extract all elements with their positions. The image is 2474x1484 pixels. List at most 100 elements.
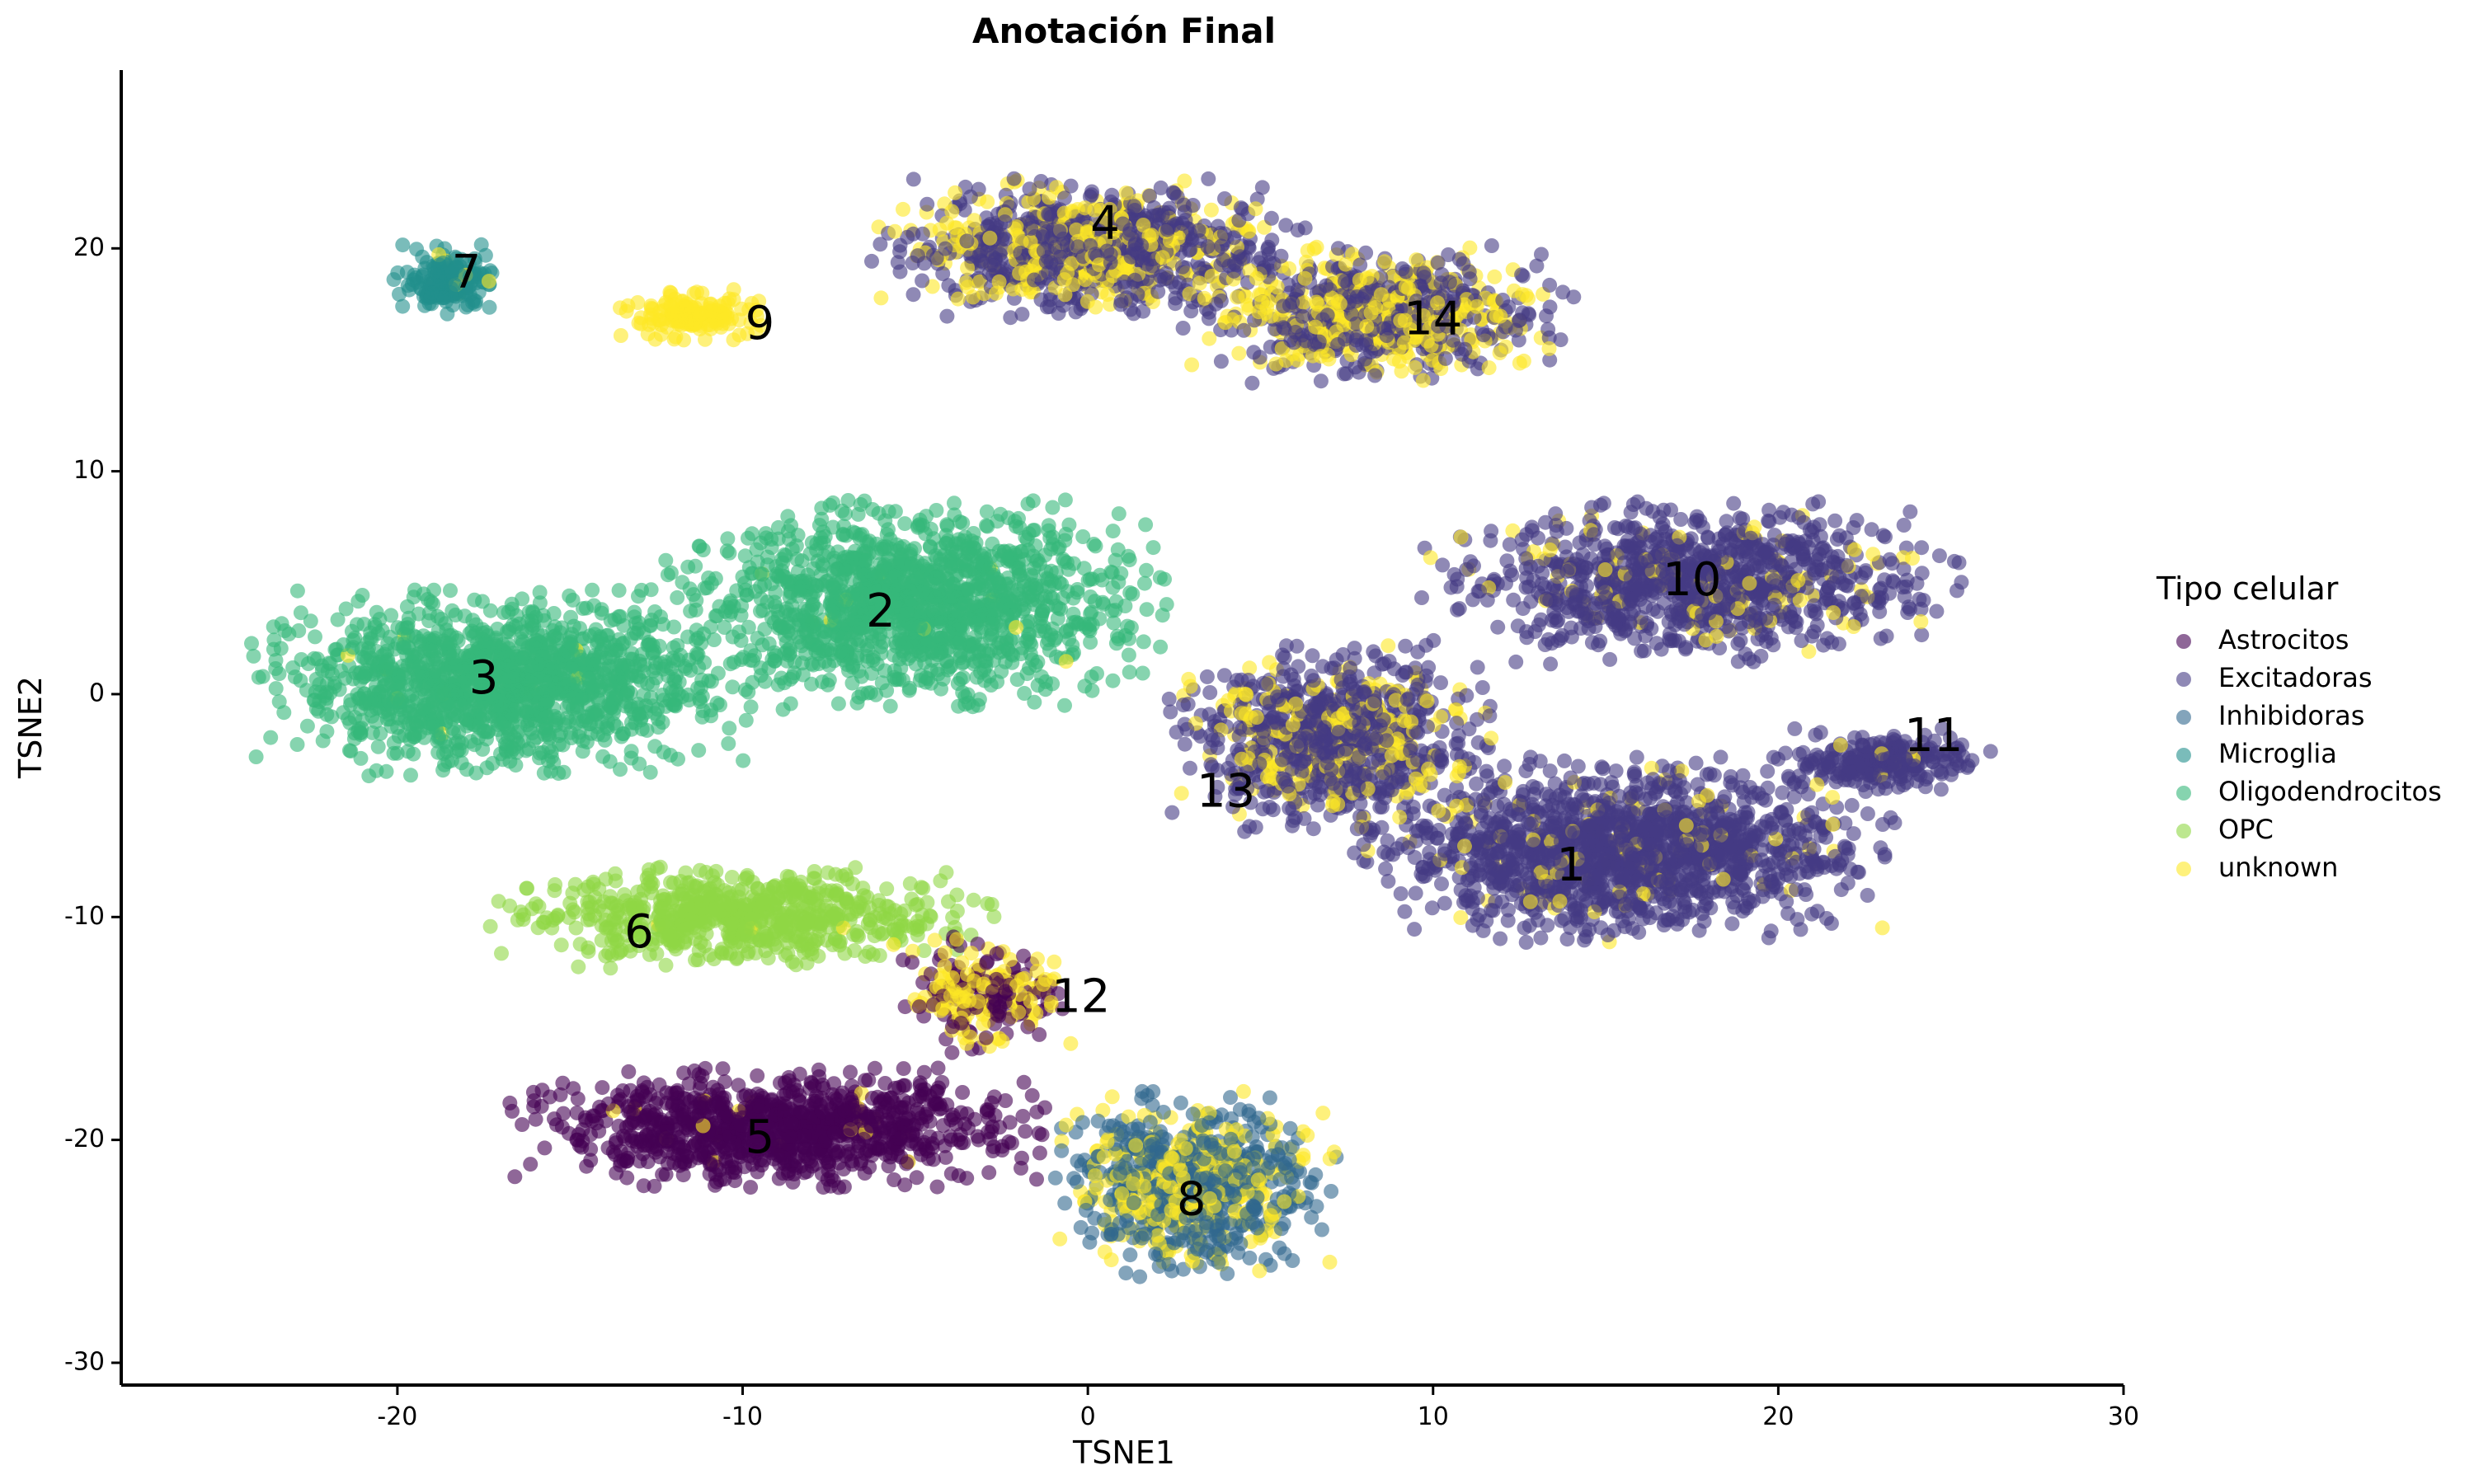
data-point (361, 768, 377, 784)
data-point (1520, 854, 1536, 870)
data-point (1713, 749, 1729, 765)
data-point (1434, 876, 1449, 892)
data-point (1063, 178, 1079, 194)
data-point (319, 707, 335, 722)
data-point (1602, 890, 1617, 906)
data-point (1086, 537, 1102, 552)
data-point (1732, 817, 1747, 833)
data-point (1764, 820, 1780, 836)
data-point (475, 741, 491, 757)
data-point (443, 583, 458, 599)
data-point (1126, 306, 1141, 322)
data-point (740, 587, 755, 603)
data-point (1437, 895, 1452, 911)
data-point (627, 604, 642, 620)
data-point (1545, 819, 1561, 834)
data-point (1504, 887, 1520, 903)
data-point (488, 632, 504, 647)
data-point (1673, 787, 1689, 802)
data-point (1592, 810, 1607, 826)
data-point (934, 615, 949, 631)
data-point (1145, 540, 1161, 556)
data-point (1846, 826, 1861, 842)
data-point (1660, 912, 1676, 928)
data-point (752, 566, 768, 581)
data-point (982, 631, 998, 646)
data-point (1643, 871, 1658, 885)
data-point (367, 617, 383, 632)
data-point (1659, 880, 1675, 895)
data-point (365, 708, 380, 724)
data-point (694, 680, 708, 696)
data-point (1457, 838, 1472, 854)
data-point (630, 697, 646, 712)
data-point (745, 674, 760, 690)
data-point (1831, 856, 1846, 871)
data-point (1629, 749, 1644, 765)
data-point (1630, 872, 1646, 887)
data-point (842, 559, 858, 575)
data-point (1547, 776, 1563, 791)
data-point (1041, 518, 1056, 533)
data-point (559, 699, 575, 715)
data-point (1775, 785, 1790, 801)
data-point (985, 536, 1000, 552)
data-point (1045, 676, 1061, 692)
data-point (1840, 876, 1856, 891)
data-point (1825, 817, 1841, 832)
data-point (1577, 776, 1592, 791)
data-point (957, 553, 973, 569)
data-point (1520, 815, 1536, 830)
data-point (1009, 620, 1024, 636)
data-point (775, 702, 791, 717)
data-point (1079, 620, 1094, 636)
data-point (1137, 575, 1152, 591)
data-point (1076, 561, 1092, 576)
data-point (1356, 837, 1371, 852)
data-point (445, 721, 460, 736)
data-point (1825, 790, 1841, 805)
data-point (736, 753, 751, 768)
data-point (1084, 669, 1099, 685)
data-point (623, 744, 639, 759)
data-point (1631, 819, 1647, 834)
data-point (826, 580, 842, 596)
data-point (532, 585, 548, 600)
data-point (1430, 830, 1446, 846)
data-point (1586, 838, 1602, 853)
data-point (1466, 880, 1482, 895)
data-point (879, 683, 895, 698)
data-point (436, 661, 452, 677)
data-point (923, 539, 938, 555)
chart-title: Anotación Final (972, 11, 1276, 51)
data-point (809, 601, 825, 617)
data-point (1020, 496, 1036, 512)
data-point (1790, 912, 1805, 928)
data-point (445, 678, 461, 693)
data-point (1542, 763, 1558, 779)
data-point (899, 603, 915, 619)
data-point (308, 671, 324, 687)
data-point (720, 531, 736, 547)
data-point (1837, 840, 1853, 856)
data-point (791, 583, 807, 599)
data-point (1380, 873, 1396, 889)
data-point (1122, 552, 1137, 568)
data-point (1595, 798, 1611, 814)
data-point (666, 653, 682, 669)
data-point (722, 721, 737, 736)
data-point (825, 495, 841, 510)
data-point (1380, 833, 1395, 848)
data-point (1730, 864, 1746, 880)
data-point (838, 506, 853, 522)
data-point (538, 722, 553, 738)
data-point (1758, 792, 1773, 808)
data-point (529, 641, 544, 656)
data-point (1678, 818, 1694, 834)
data-point (947, 495, 962, 511)
data-point (1525, 796, 1540, 812)
data-point (985, 570, 1001, 585)
data-point (840, 657, 855, 672)
